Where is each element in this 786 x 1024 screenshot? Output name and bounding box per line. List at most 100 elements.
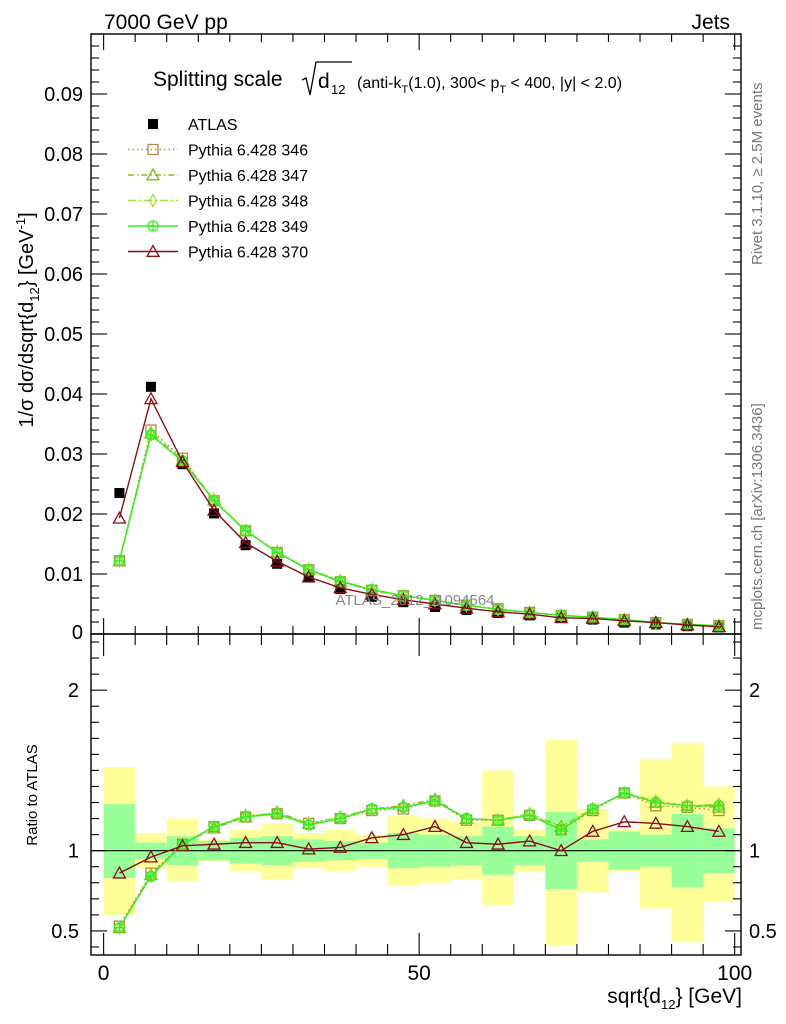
data-point xyxy=(459,835,474,849)
data-point xyxy=(143,849,159,863)
title-detail-sub: T xyxy=(401,84,408,96)
data-point xyxy=(146,427,156,443)
legend-marker xyxy=(145,244,161,257)
y-tick-label: 0.07 xyxy=(44,204,83,226)
ratio-panel-frame xyxy=(90,633,742,956)
data-point xyxy=(272,558,283,569)
y-tick-label: 0.08 xyxy=(44,144,83,166)
x-tick-label: 100 xyxy=(717,962,752,985)
data-point xyxy=(115,920,124,935)
mcplots-label: mcplots.cern.ch [arXiv:1306.3436] xyxy=(749,403,766,630)
data-point xyxy=(396,592,411,606)
y-tick-label: 0.04 xyxy=(44,384,83,406)
data-point xyxy=(333,840,348,853)
ratio-y-tick-label-right: 0.5 xyxy=(749,921,777,943)
rivet-label: Rivet 3.1.10, ≥ 2.5M events xyxy=(749,83,766,266)
data-point xyxy=(554,843,569,857)
data-point xyxy=(238,535,253,549)
main-series-group xyxy=(112,381,727,633)
data-point xyxy=(145,381,156,392)
ratio-y-tick-label: 0.5 xyxy=(51,921,79,943)
data-point xyxy=(462,597,471,613)
svg-text:Splitting scale: Splitting scale xyxy=(153,68,283,91)
data-point xyxy=(585,611,600,624)
legend-label: Pythia 6.428 347 xyxy=(188,168,308,185)
series-pythia-6-428-349 xyxy=(113,787,725,934)
header-energy: 7000 GeV pp xyxy=(104,11,228,34)
data-point xyxy=(333,580,348,594)
legend-entry: Pythia 6.428 346 xyxy=(128,143,308,160)
x-axis-label: sqrt{d12} [GeV] xyxy=(607,985,742,1012)
legend-entry: Pythia 6.428 370 xyxy=(128,244,308,262)
axis-ticks: 0.01 0.02 0.03 0.04 0.05 0.06 0.07 0.08 0.09 0 0.5… xyxy=(44,33,777,985)
ratio-y-tick-label: 2 xyxy=(68,680,79,702)
legend-marker xyxy=(148,193,158,208)
data-point xyxy=(522,606,537,620)
data-point xyxy=(711,619,727,633)
ylabel-part: ] xyxy=(16,212,38,218)
x-tick-label: 50 xyxy=(407,962,430,985)
ratio-y-tick-label-right: 2 xyxy=(749,680,760,702)
ylabel-sub: 12 xyxy=(27,287,42,301)
legend-label: Pythia 6.428 349 xyxy=(188,219,308,236)
data-point xyxy=(209,508,220,519)
title-radicand-sub: 12 xyxy=(331,82,345,97)
x-tick-label: 0 xyxy=(98,962,110,985)
data-point xyxy=(427,596,443,610)
legend-label: ATLAS xyxy=(188,117,238,134)
data-point xyxy=(335,584,346,594)
data-point xyxy=(683,798,692,813)
data-point xyxy=(238,835,253,849)
data-point xyxy=(459,600,474,614)
data-point xyxy=(617,613,632,627)
ratio-y-axis-label: Ratio to ATLAS xyxy=(24,744,41,845)
data-point xyxy=(367,801,377,817)
data-point xyxy=(175,454,190,468)
title-detail-sub2: T xyxy=(499,84,506,96)
data-point xyxy=(270,554,285,567)
legend-entry: Pythia 6.428 347 xyxy=(128,167,308,185)
ratio-y-tick-label-right: 1 xyxy=(749,841,760,863)
data-point xyxy=(396,827,411,841)
legend-marker xyxy=(148,119,158,129)
series-pythia-6-428-370 xyxy=(112,391,727,633)
data-point xyxy=(490,836,506,850)
data-point xyxy=(430,593,440,608)
data-point xyxy=(680,617,695,631)
ratio-uncertainty-bands xyxy=(103,739,735,946)
data-point xyxy=(556,608,566,623)
y-tick-label: 0 xyxy=(72,622,83,644)
ratio-y-tick-label: 1 xyxy=(68,841,79,863)
data-point xyxy=(112,510,127,524)
sqrt-symbol xyxy=(301,61,352,96)
data-point xyxy=(270,835,285,849)
series-pythia-6-428-370 xyxy=(112,814,727,879)
data-point xyxy=(493,812,503,828)
legend-marker xyxy=(147,143,159,156)
data-point xyxy=(619,785,629,801)
title-detail-rest: (1.0), 300< p xyxy=(408,75,499,92)
data-point xyxy=(680,819,695,833)
title-detail-end: < 400, |y| < 2.0) xyxy=(506,75,622,92)
analysis-watermark: ATLAS_2012_I1094564 xyxy=(335,592,494,609)
data-point xyxy=(711,824,727,837)
title-main: Splitting scale xyxy=(153,68,283,91)
data-point xyxy=(112,865,127,879)
data-point xyxy=(240,540,251,551)
data-point xyxy=(399,588,408,603)
legend-label: Pythia 6.428 346 xyxy=(188,143,308,160)
data-point xyxy=(301,841,316,855)
xlabel-part: sqrt{d xyxy=(607,985,661,1008)
data-point xyxy=(143,391,159,405)
y-tick-label: 0.02 xyxy=(44,504,83,526)
data-point xyxy=(648,816,663,829)
svg-text:12: 12 xyxy=(331,82,345,97)
legend-entry: Pythia 6.428 348 xyxy=(128,193,308,211)
legend-label: Pythia 6.428 370 xyxy=(188,245,308,262)
main-y-axis-label: 1/σ dσ/dsqrt{d12} [GeV-1] xyxy=(13,212,42,427)
data-point xyxy=(301,569,316,583)
y-tick-label: 0.05 xyxy=(44,324,83,346)
ylabel-part: } [GeV xyxy=(16,229,38,287)
xlabel-part: } [GeV] xyxy=(675,985,742,1008)
